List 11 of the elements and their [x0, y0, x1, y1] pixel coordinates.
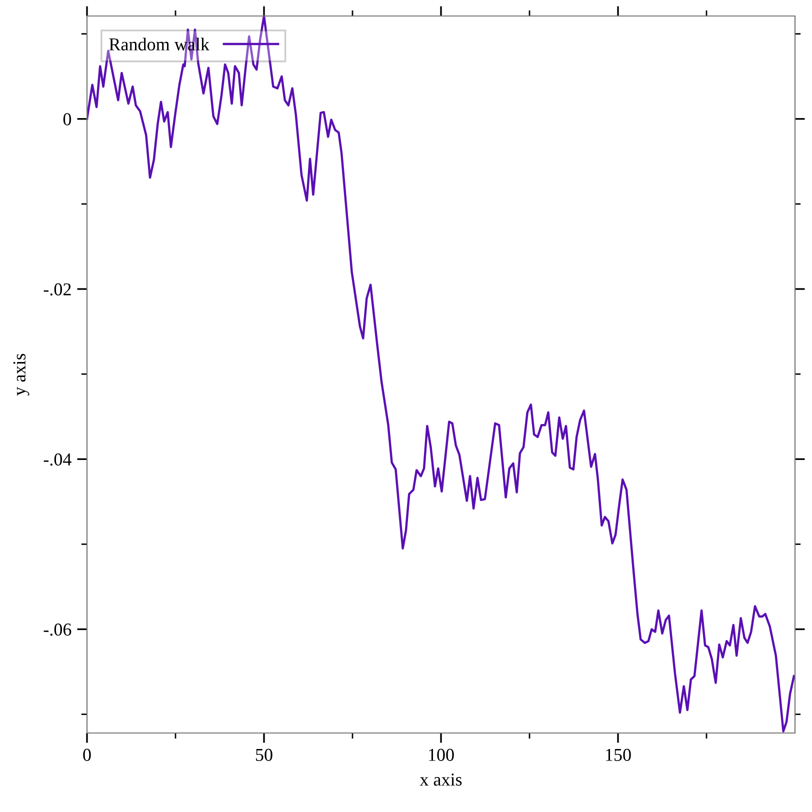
x-tick-label: 0 [83, 748, 91, 761]
line-series [87, 16, 795, 732]
y-axis-title: y axis [13, 354, 30, 396]
x-axis-title: x axis [420, 774, 462, 786]
y-tick-label: 0 [63, 113, 72, 126]
x-tick-label: 50 [256, 748, 272, 761]
x-tick-label: 150 [606, 748, 631, 761]
y-tick-label: -.04 [44, 453, 72, 466]
y-tick-label: -.02 [44, 283, 71, 296]
x-tick-label: 100 [429, 748, 454, 761]
y-tick-label: -.06 [44, 623, 72, 636]
